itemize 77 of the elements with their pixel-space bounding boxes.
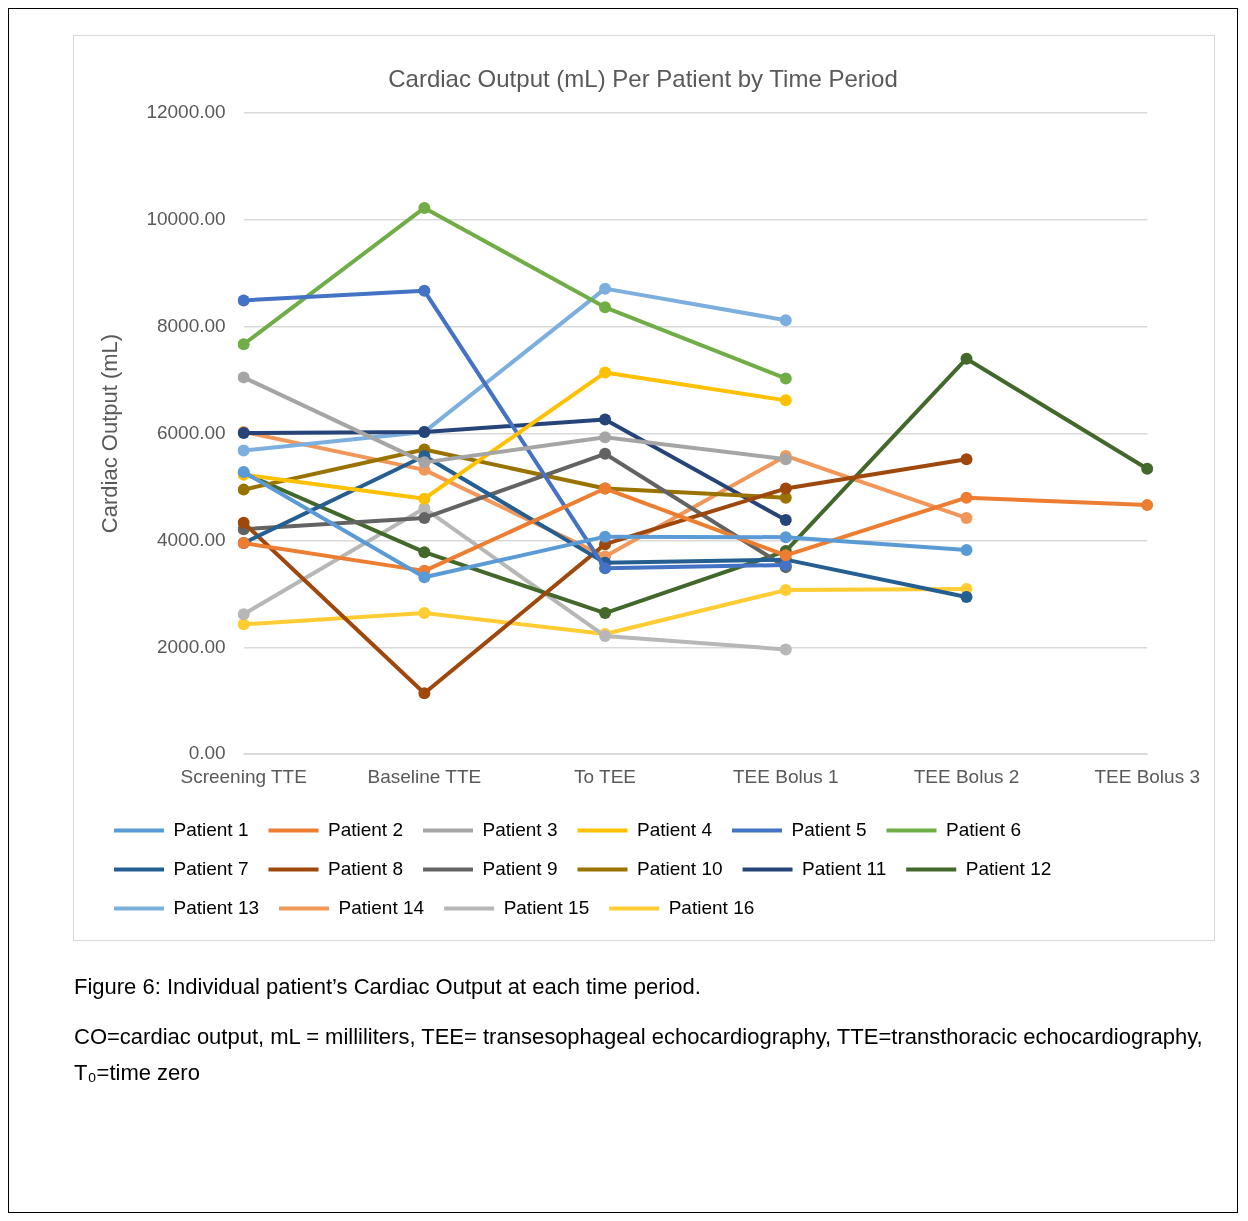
y-tick-label: 2000.00 — [156, 635, 226, 657]
point — [779, 643, 792, 656]
point — [960, 491, 973, 504]
legend-label: Patient 14 — [338, 896, 425, 918]
legend-label: Patient 7 — [173, 857, 249, 879]
point — [599, 562, 612, 575]
point — [960, 453, 973, 466]
y-tick-label: 6000.00 — [156, 421, 226, 443]
x-tick-label: Baseline TTE — [367, 765, 482, 787]
point — [599, 431, 612, 444]
point — [779, 549, 792, 562]
point — [237, 516, 250, 529]
legend-label: Patient 11 — [802, 857, 887, 879]
legend-label: Patient 5 — [791, 818, 867, 840]
point — [599, 366, 612, 379]
legend-label: Patient 10 — [636, 857, 723, 879]
y-tick-label: 12000.00 — [146, 101, 226, 123]
point — [779, 584, 792, 597]
point — [779, 514, 792, 527]
point — [779, 453, 792, 466]
x-tick-label: Screening TTE — [180, 765, 307, 787]
x-tick-label: TEE Bolus 1 — [732, 765, 839, 787]
legend-label: Patient 12 — [965, 857, 1052, 879]
point — [237, 618, 250, 631]
point — [599, 530, 612, 543]
point — [418, 201, 431, 214]
point — [237, 483, 250, 496]
point — [1141, 462, 1154, 475]
point — [960, 591, 973, 604]
caption: Figure 6: Individual patient’s Cardiac Output at each time period. — [74, 973, 702, 1001]
point — [599, 282, 612, 295]
point — [779, 314, 792, 327]
point — [418, 607, 431, 620]
legend-label: Patient 13 — [173, 896, 260, 918]
legend-label: Patient 3 — [482, 818, 558, 840]
point — [237, 294, 250, 307]
legend-label: Patient 8 — [328, 857, 403, 879]
point — [237, 338, 250, 351]
point — [237, 444, 250, 457]
point — [418, 571, 431, 584]
point — [779, 372, 792, 385]
y-axis-title: Cardiac Output (mL) — [97, 333, 123, 534]
point — [779, 394, 792, 407]
legend-label: Patient 4 — [636, 818, 713, 840]
point — [960, 544, 973, 557]
legend-label: Patient 6 — [945, 818, 1021, 840]
y-tick-label: 10000.00 — [146, 207, 226, 229]
point — [1141, 499, 1154, 512]
point — [599, 447, 612, 460]
point — [237, 371, 250, 384]
y-tick-label: 0.00 — [188, 742, 226, 764]
point — [779, 482, 792, 495]
x-tick-label: TEE Bolus 3 — [1094, 765, 1200, 787]
legend-label: Patient 2 — [328, 818, 403, 840]
text: CO=cardiac output, mL = milliliters, TEE= transesophageal echocardiography, TTE=transthoracic echocardiography, T₀=time zero — [74, 1023, 1204, 1087]
point — [418, 456, 431, 469]
point — [599, 413, 612, 426]
y-tick-label: 4000.00 — [156, 528, 226, 550]
point — [960, 511, 973, 524]
legend-label: Patient 15 — [503, 896, 590, 918]
point — [418, 284, 431, 297]
point — [418, 546, 431, 559]
point — [418, 511, 431, 524]
point — [960, 352, 973, 365]
legend-label: Patient 16 — [668, 896, 755, 918]
point — [418, 687, 431, 700]
legend-label: Patient 9 — [482, 857, 558, 879]
x-tick-label: To TEE — [574, 765, 637, 787]
x-tick-label: TEE Bolus 2 — [913, 765, 1020, 787]
legend-label: Patient 1 — [173, 818, 249, 840]
point — [599, 301, 612, 314]
point — [779, 531, 792, 544]
y-tick-label: 8000.00 — [156, 314, 226, 336]
point — [237, 608, 250, 621]
chart-title: Cardiac Output (mL) Per Patient by Time Period — [388, 65, 898, 93]
point — [599, 607, 612, 620]
point — [418, 492, 431, 505]
